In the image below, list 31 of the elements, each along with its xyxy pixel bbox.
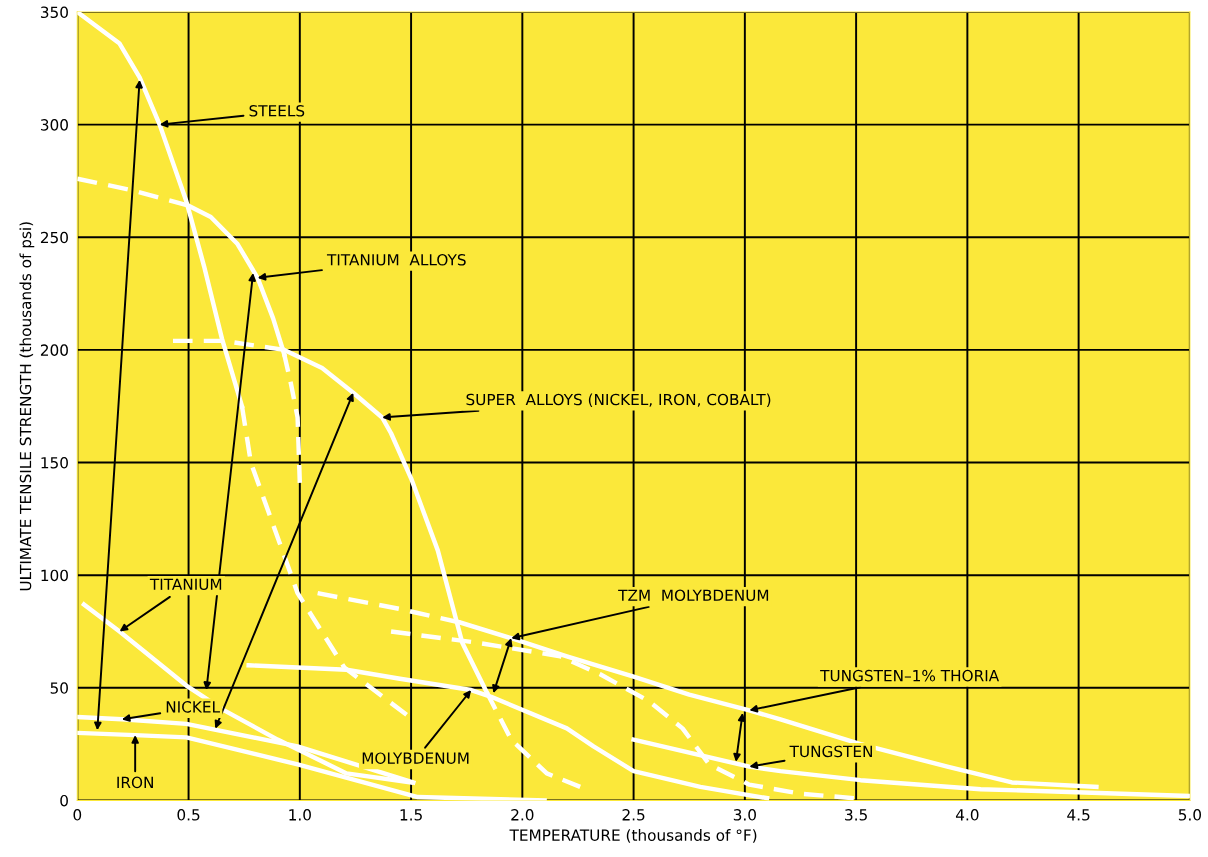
x-tick-label: 1.0 xyxy=(289,809,311,821)
y-tick-label: 250 xyxy=(40,231,68,244)
y-tick-label: 300 xyxy=(40,119,68,131)
annotation: SUPER ALLOYS (NICKEL, IRON, COBALT) xyxy=(466,393,771,408)
x-tick-label: 4.5 xyxy=(1067,809,1090,821)
annotation: MOLYBDENUM xyxy=(362,752,469,764)
y-tick-label: 50 xyxy=(50,682,68,694)
x-tick-label: 3.0 xyxy=(733,809,756,821)
x-tick-label: 3.5 xyxy=(845,809,867,821)
y-tick-label: 200 xyxy=(40,344,68,356)
y-axis-title: ULTIMATE TENSILE STRENGTH (thousands of psi) xyxy=(19,222,35,591)
annotation: IRON xyxy=(117,776,153,789)
annotation: TZM MOLYBDENUM xyxy=(618,589,769,602)
x-tick-label: 2.5 xyxy=(622,809,645,821)
annotation: TUNGSTEN xyxy=(789,745,872,758)
x-tick-label: 4.0 xyxy=(955,809,979,821)
y-tick-label: 100 xyxy=(41,569,68,582)
annotation: TITANIUM xyxy=(149,578,222,591)
x-axis-title: TEMPERATURE (thousands of °F) xyxy=(509,829,757,843)
annotation: NICKEL xyxy=(166,701,220,713)
y-tick-label: 0 xyxy=(60,794,68,807)
x-tick-label: 0.5 xyxy=(177,809,200,821)
annotation: TITANIUM ALLOYS xyxy=(326,254,466,266)
x-tick-label: 1.5 xyxy=(400,809,422,821)
y-tick-label: 350 xyxy=(40,6,68,19)
annotation: TUNGSTEN–1% THORIA xyxy=(820,669,1000,682)
annotation: STEELS xyxy=(249,105,305,117)
y-tick-label: 150 xyxy=(41,457,68,469)
x-tick-label: 2.0 xyxy=(511,809,534,821)
x-tick-label: 0 xyxy=(73,809,82,821)
x-tick-label: 5.0 xyxy=(1178,809,1202,821)
